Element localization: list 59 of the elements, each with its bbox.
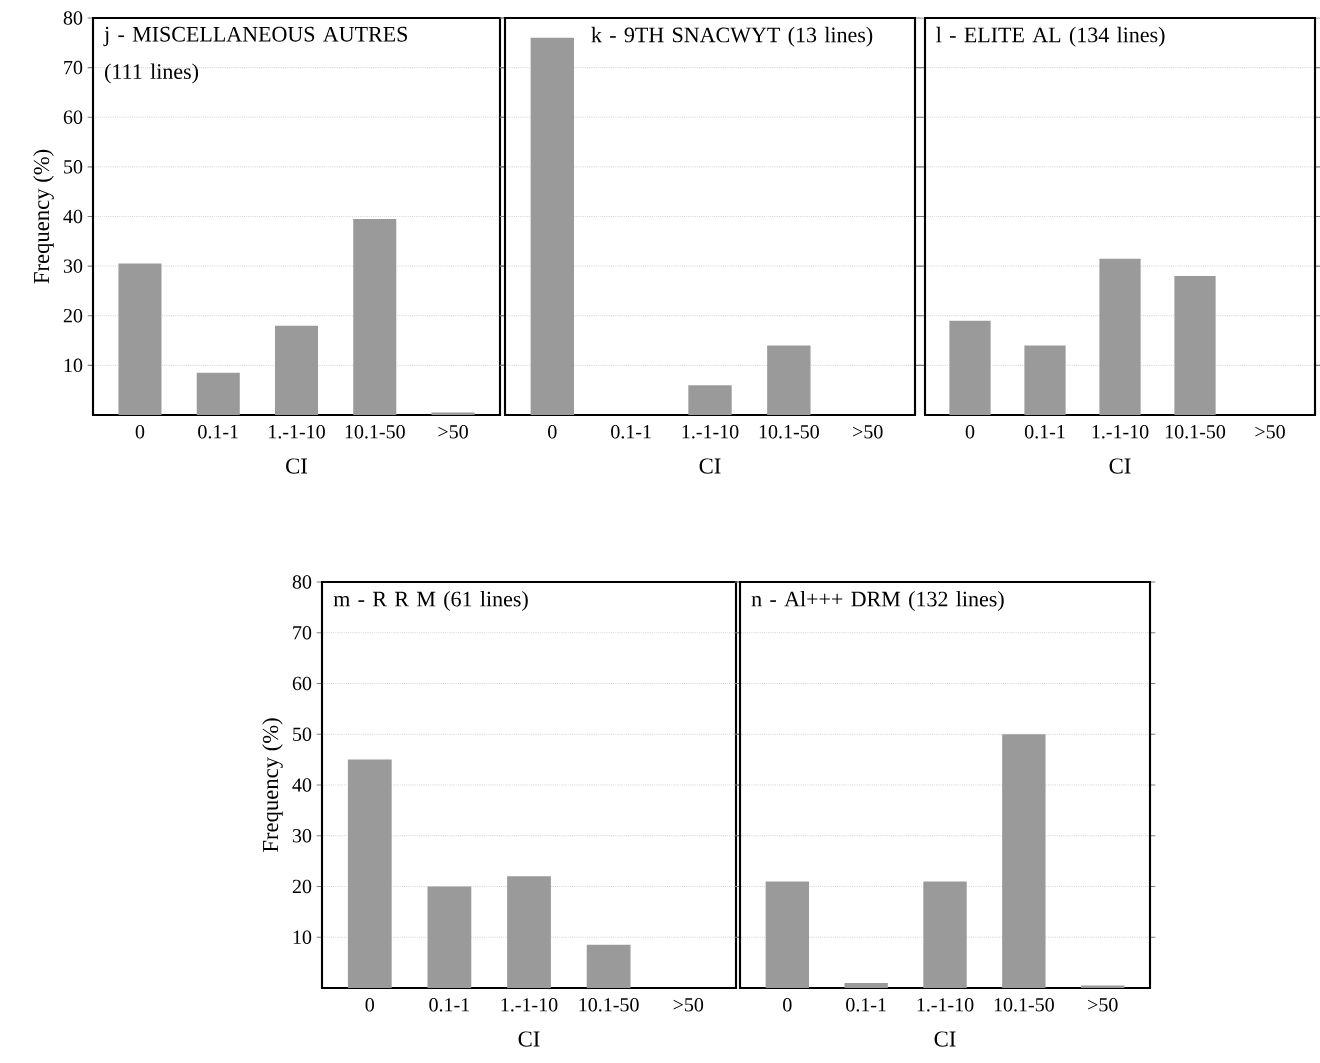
text: j - MISCELLANEOUS AUTRES (111 lines) — [103, 26, 408, 84]
x-axis-title: CI — [934, 1031, 956, 1047]
bar — [1002, 734, 1046, 988]
bar — [196, 372, 240, 415]
x-tick-label: 0 — [365, 998, 375, 1012]
y-tick-label: 20 — [292, 879, 312, 894]
x-tick-label: >50 — [1255, 425, 1285, 439]
x-tick-label: 1.-1-10 — [1092, 425, 1149, 439]
y-tick-label: 10 — [293, 930, 312, 944]
y-tick-label: 80 — [292, 575, 312, 589]
x-tick-label: 10.1-50 — [579, 998, 639, 1012]
y-tick-label: 50 — [64, 160, 83, 174]
x-tick-label: >50 — [673, 998, 704, 1012]
x-tick-label: 0 — [548, 425, 557, 439]
y-axis-title: Frequency (%) — [262, 718, 283, 852]
x-tick-label: >50 — [1088, 998, 1118, 1012]
x-tick-label: 0.1-1 — [1024, 425, 1065, 439]
x-tick-label: 10.1-50 — [994, 998, 1054, 1012]
x-axis-title: CI — [518, 1031, 540, 1047]
y-tick-label: 10 — [64, 358, 83, 373]
y-tick-label: 50 — [293, 727, 312, 741]
x-tick-label: 10.1-50 — [345, 425, 405, 439]
y-tick-label: 60 — [292, 676, 312, 691]
bar — [586, 944, 631, 988]
chart-title: l - ELITE AL (134 lines) — [936, 26, 1165, 47]
y-tick-label: 30 — [292, 828, 312, 843]
x-tick-label: 1.-1-10 — [917, 998, 974, 1012]
x-tick-label: 1.-1-10 — [501, 998, 558, 1012]
x-tick-label: >50 — [438, 425, 468, 439]
chart-title: m - R R M (61 lines) — [333, 591, 528, 611]
y-tick-label: 60 — [63, 110, 83, 124]
y-tick-label: 70 — [293, 625, 312, 640]
x-tick-label: 0.1-1 — [611, 425, 651, 439]
x-tick-label: 0.1-1 — [198, 425, 238, 439]
x-tick-label: 1.-1-10 — [269, 425, 325, 439]
x-tick-label: >50 — [853, 425, 883, 439]
y-tick-label: 30 — [63, 259, 83, 273]
x-tick-label: 0.1-1 — [846, 998, 886, 1012]
x-axis-title: CI — [699, 458, 721, 474]
x-tick-label: 10.1-50 — [1165, 425, 1226, 439]
x-axis-title: CI — [1109, 458, 1131, 474]
y-tick-label: 80 — [63, 11, 83, 25]
y-tick-label: 70 — [64, 60, 83, 75]
x-tick-label: 10.1-50 — [759, 425, 819, 439]
chart-title: n - Al+++ DRM (132 lines) — [751, 591, 1004, 611]
bar — [431, 412, 475, 415]
y-tick-label: 20 — [63, 308, 83, 323]
x-tick-label: 0 — [965, 425, 975, 439]
x-axis-title: CI — [286, 458, 308, 474]
x-tick-label: 0 — [135, 425, 145, 439]
x-tick-label: 1.-1-10 — [682, 425, 739, 439]
y-axis-title: Frequency (%) — [33, 149, 54, 284]
bar — [844, 982, 888, 988]
x-tick-label: 0.1-1 — [429, 998, 470, 1012]
bar — [1081, 985, 1125, 988]
x-tick-label: 0 — [783, 998, 792, 1012]
y-tick-label: 40 — [292, 778, 312, 792]
chart-title: k - 9TH SNACWYT (13 lines) — [591, 26, 873, 47]
y-tick-label: 40 — [63, 209, 83, 224]
